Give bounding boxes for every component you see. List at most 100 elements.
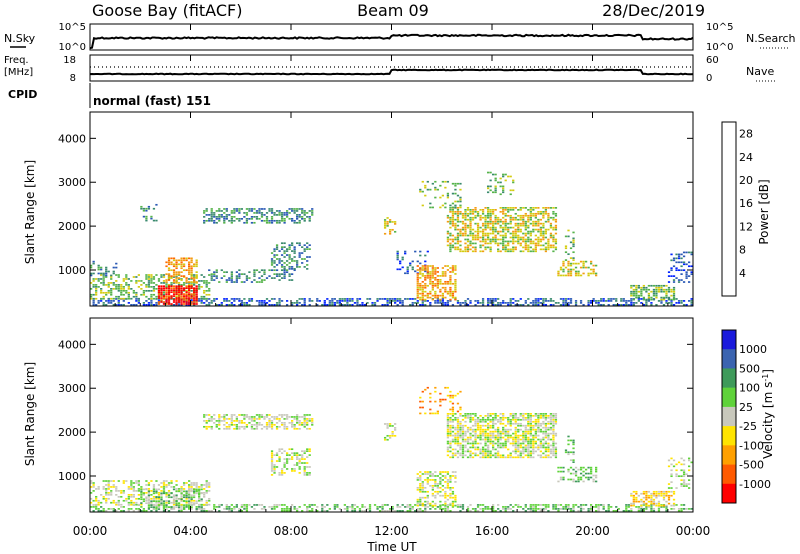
data-cell [301,424,304,426]
data-cell [275,506,279,508]
data-cell [537,418,540,421]
data-cell [288,275,291,277]
data-cell [253,212,256,214]
data-cell [97,300,100,302]
data-cell [502,236,505,239]
data-cell [499,304,502,306]
data-cell [509,222,512,225]
data-cell [446,436,450,439]
data-cell [208,269,211,272]
data-cell [504,442,507,445]
data-cell [492,444,495,447]
data-cell [157,506,161,508]
data-cell [308,504,311,506]
data-cell [291,424,294,426]
data-cell [177,287,181,290]
data-cell [474,250,477,253]
data-cell [687,508,691,510]
data-cell [667,275,671,277]
data-cell [529,210,532,213]
data-cell [489,238,492,241]
data-cell [464,238,467,241]
data-cell [484,226,487,229]
data-cell [439,206,442,209]
data-cell [130,495,133,498]
data-cell [542,302,545,304]
data-cell [612,510,615,512]
data-cell [243,427,246,430]
data-cell [238,508,241,510]
data-cell [203,210,206,212]
data-cell [479,436,482,439]
data-cell [127,286,130,288]
data-cell [273,260,276,262]
data-cell [542,426,545,429]
data-cell [627,506,630,508]
colorbar-tick-label: 4 [739,267,746,280]
data-cell [238,298,241,300]
data-cell [165,282,168,284]
data-cell [456,300,460,302]
data-cell [228,277,231,279]
data-cell [288,212,291,214]
data-cell [293,246,296,248]
data-cell [507,230,510,233]
data-cell [494,422,497,425]
data-cell [449,492,452,495]
data-cell [544,242,548,245]
data-cell [190,501,193,504]
data-cell [122,278,125,280]
data-cell [476,442,480,445]
data-cell [351,304,354,306]
data-cell [285,468,289,470]
data-cell [198,508,201,510]
data-cell [145,497,148,500]
data-cell [632,290,635,293]
data-cell [532,222,535,225]
data-cell [459,444,462,447]
data-cell [579,266,583,269]
data-cell [504,248,507,251]
data-cell [534,428,537,431]
data-cell [157,302,161,304]
data-cell [280,260,284,262]
data-cell [577,476,580,479]
data-cell [552,506,555,508]
data-cell [449,210,452,213]
data-cell [150,506,153,508]
data-cell [273,464,276,466]
data-cell [167,275,171,277]
data-cell [258,422,261,424]
colorbar-tick-label: 16 [739,197,753,210]
data-cell [185,494,188,497]
data-cell [135,497,138,500]
data-cell [484,246,487,249]
data-cell [549,236,553,239]
data-cell [102,488,105,490]
data-cell [298,458,301,460]
data-cell [426,473,429,475]
data-cell [167,302,171,304]
data-cell [170,297,173,299]
data-cell [260,212,264,214]
data-cell [562,268,565,271]
data-cell [662,298,666,301]
data-cell [532,304,535,306]
data-cell [416,273,419,275]
data-cell [564,504,568,506]
data-cell [265,212,269,214]
data-cell [469,450,472,453]
data-cell [421,298,424,301]
data-cell [522,436,525,439]
data-cell [504,430,507,433]
data-cell [584,504,588,506]
data-cell [444,296,447,299]
data-cell [569,270,573,273]
data-cell [185,298,188,300]
data-cell [137,302,140,304]
data-cell [439,282,442,285]
data-cell [544,440,548,443]
data-cell [517,300,520,302]
data-cell [494,242,497,245]
data-cell [416,479,419,481]
